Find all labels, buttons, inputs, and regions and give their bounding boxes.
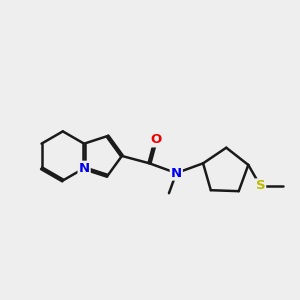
Text: N: N bbox=[79, 162, 90, 175]
Text: O: O bbox=[150, 134, 161, 146]
Text: N: N bbox=[171, 167, 182, 180]
Text: S: S bbox=[256, 179, 265, 192]
